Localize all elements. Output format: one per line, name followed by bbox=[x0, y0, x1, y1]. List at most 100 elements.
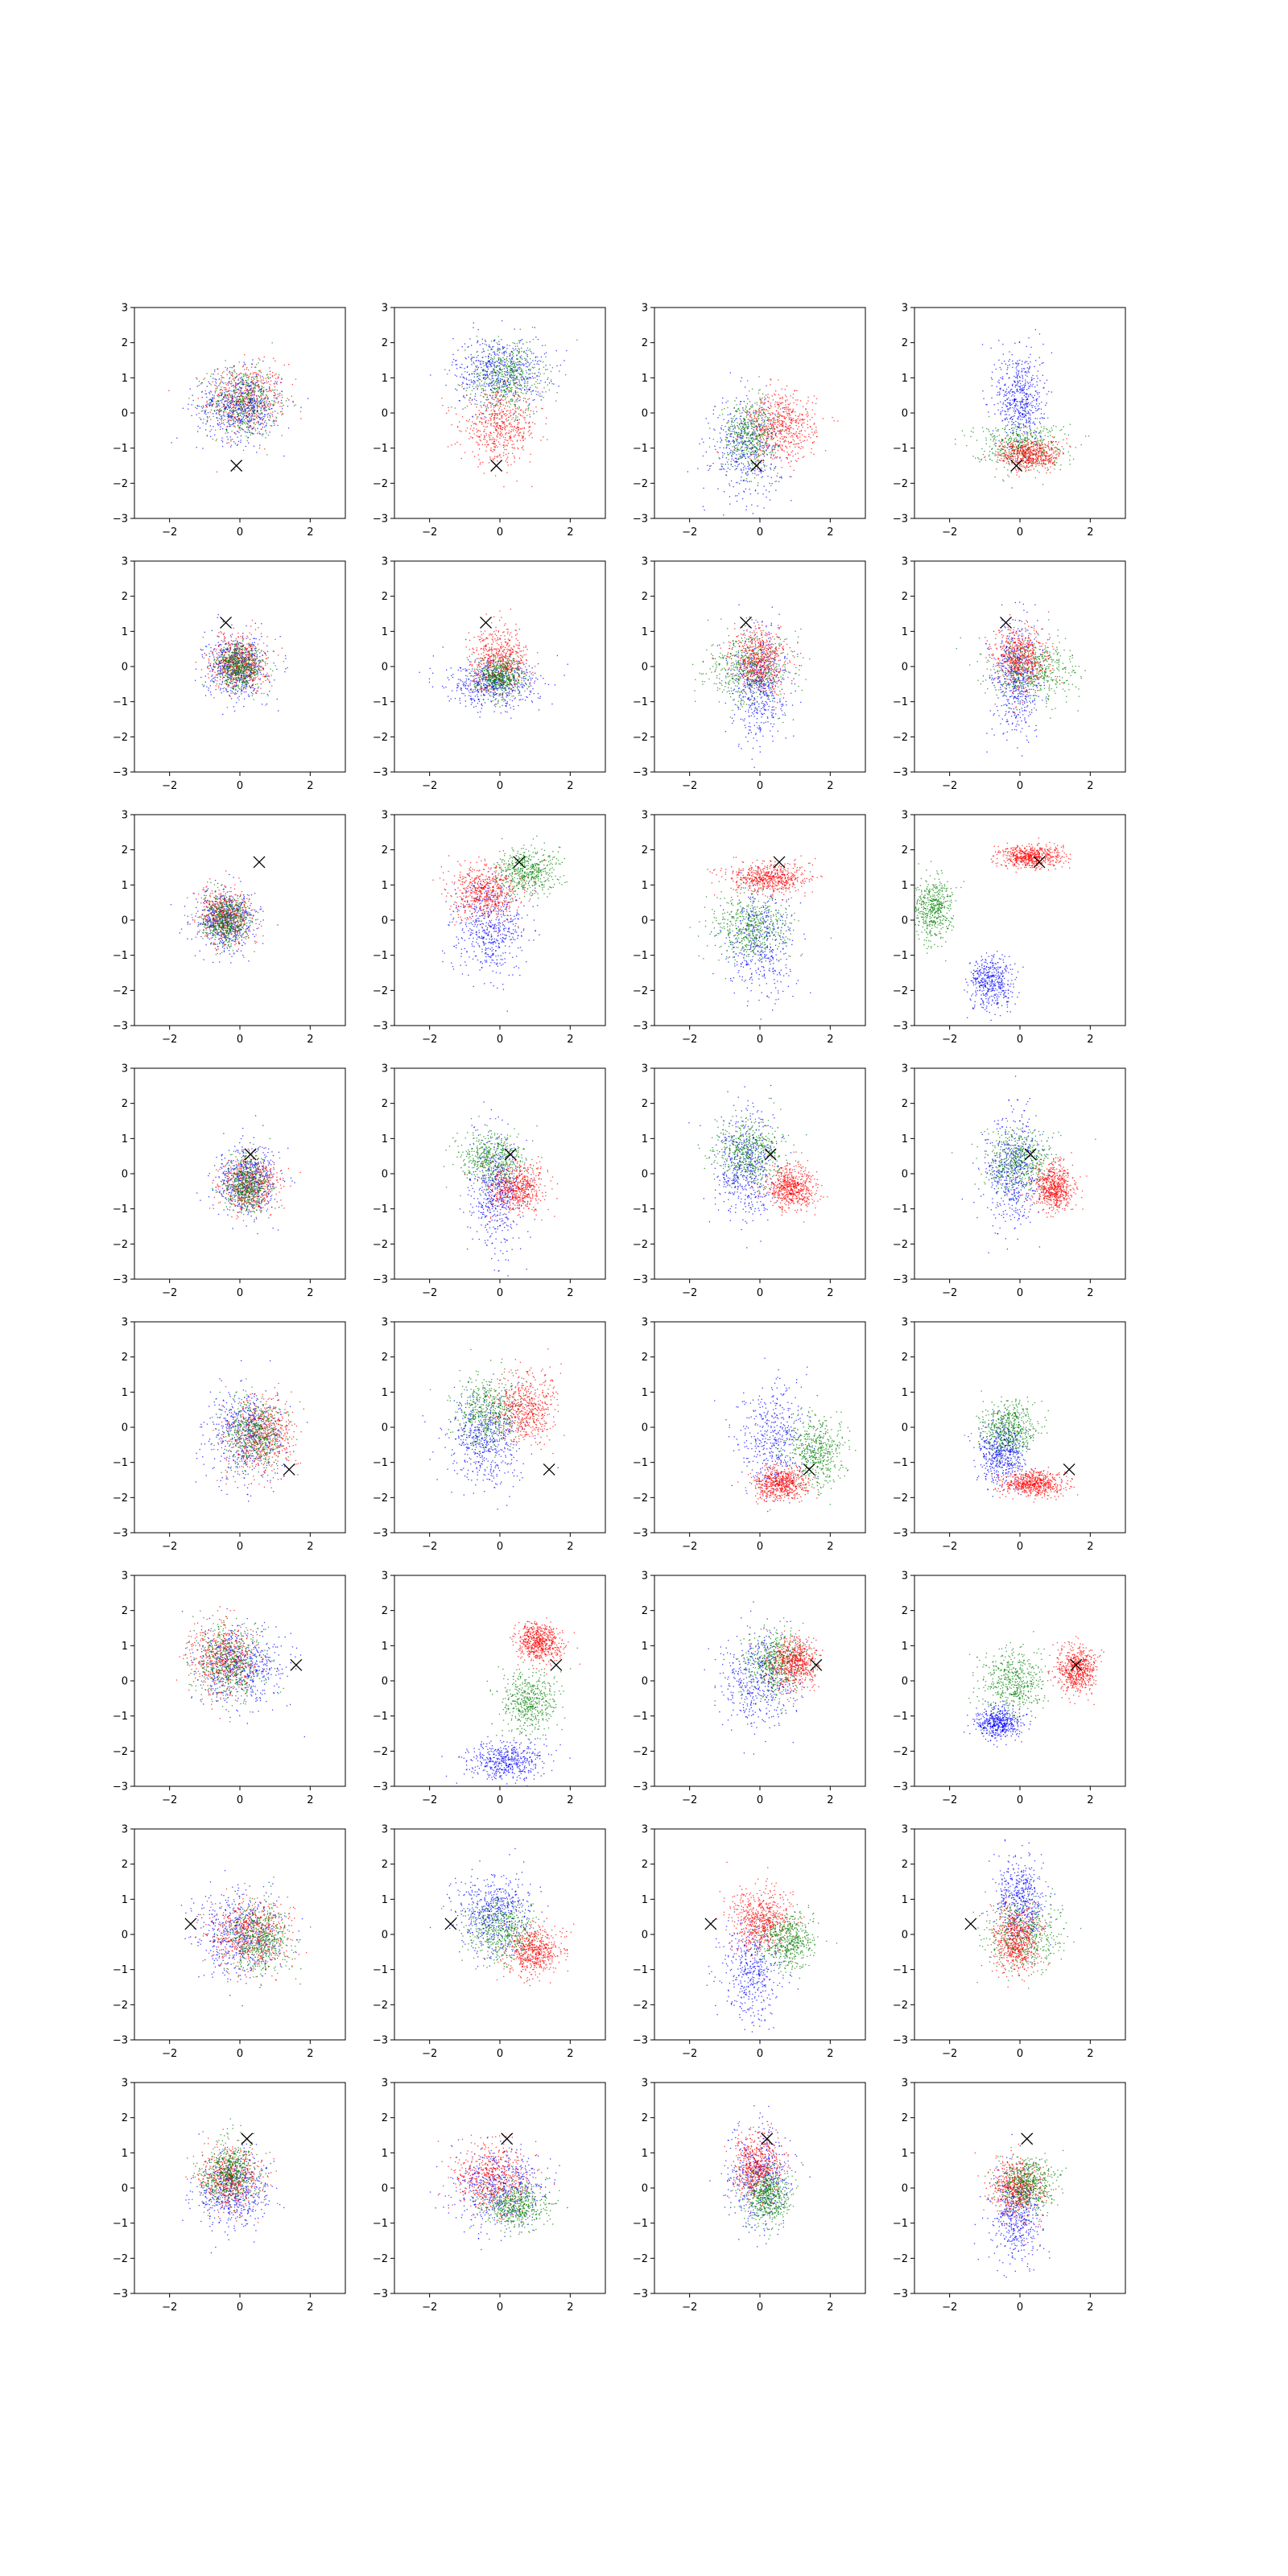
scatter-point bbox=[789, 408, 791, 410]
scatter-point bbox=[532, 339, 535, 341]
scatter-point bbox=[758, 455, 760, 456]
scatter-point bbox=[747, 445, 749, 447]
scatter-point bbox=[502, 436, 505, 438]
scatter-point bbox=[1009, 399, 1011, 401]
scatter-point bbox=[764, 452, 766, 454]
scatter-point bbox=[245, 380, 246, 382]
scatter-point bbox=[513, 379, 514, 381]
scatter-point bbox=[734, 448, 736, 449]
scatter-point bbox=[261, 409, 262, 411]
scatter-point bbox=[760, 462, 762, 464]
scatter-point bbox=[248, 425, 250, 427]
scatter-point bbox=[539, 382, 541, 384]
scatter-point bbox=[763, 432, 765, 434]
scatter-point bbox=[494, 439, 496, 440]
scatter-point bbox=[747, 460, 749, 462]
scatter-point bbox=[497, 344, 499, 345]
scatter-point bbox=[481, 413, 483, 415]
scatter-point bbox=[774, 452, 776, 454]
scatter-point bbox=[774, 394, 776, 396]
scatter-point bbox=[536, 411, 538, 413]
scatter-point bbox=[228, 397, 229, 398]
scatter-point bbox=[471, 345, 473, 346]
scatter-point bbox=[738, 493, 740, 494]
scatter-point bbox=[250, 419, 251, 421]
scatter-point bbox=[754, 447, 757, 448]
scatter-point bbox=[483, 413, 485, 415]
scatter-point bbox=[492, 362, 493, 365]
scatter-point bbox=[799, 436, 801, 438]
scatter-point bbox=[251, 381, 253, 382]
scatter-point bbox=[498, 387, 500, 389]
scatter-point bbox=[501, 399, 502, 401]
scatter-point bbox=[755, 446, 757, 448]
scatter-point bbox=[1035, 398, 1037, 400]
scatter-point bbox=[758, 440, 759, 442]
scatter-point bbox=[496, 366, 497, 368]
scatter-point bbox=[501, 369, 502, 371]
scatter-point bbox=[221, 417, 223, 419]
scatter-point bbox=[753, 469, 754, 471]
scatter-point bbox=[486, 397, 489, 398]
scatter-point bbox=[210, 436, 212, 437]
scatter-points bbox=[168, 342, 309, 473]
scatter-point bbox=[254, 386, 255, 388]
scatter-point bbox=[788, 431, 790, 432]
scatter-point bbox=[738, 423, 741, 425]
scatter-point bbox=[231, 382, 233, 384]
scatter-point bbox=[502, 348, 504, 349]
scatter-point bbox=[532, 422, 534, 423]
scatter-point bbox=[478, 374, 480, 377]
scatter-point bbox=[223, 382, 225, 385]
scatter-point bbox=[1017, 383, 1018, 385]
scatter-point bbox=[518, 429, 519, 431]
scatter-point bbox=[514, 374, 516, 376]
scatter-point bbox=[833, 420, 835, 422]
scatter-point bbox=[765, 409, 766, 411]
scatter-point bbox=[225, 394, 227, 396]
scatter-point bbox=[253, 412, 254, 414]
scatter-point bbox=[498, 383, 500, 385]
scatter-point bbox=[777, 456, 778, 458]
scatter-point bbox=[716, 441, 718, 443]
scatter-point bbox=[541, 395, 543, 397]
scatter-point bbox=[487, 361, 489, 363]
scatter-point bbox=[206, 420, 208, 422]
scatter-point bbox=[503, 441, 505, 443]
scatter-point bbox=[500, 433, 502, 435]
scatter-point bbox=[778, 394, 779, 395]
scatter-point bbox=[503, 395, 505, 397]
scatter-point bbox=[228, 398, 229, 400]
scatter-point bbox=[751, 438, 753, 440]
scatter-point bbox=[176, 437, 178, 439]
scatter-point bbox=[509, 432, 510, 434]
scatter-point bbox=[247, 407, 249, 409]
scatter-point bbox=[487, 383, 489, 385]
scatter-point bbox=[742, 454, 744, 456]
scatter-point bbox=[279, 394, 281, 396]
scatter-point bbox=[797, 436, 799, 438]
scatter-point bbox=[460, 457, 462, 460]
scatter-point bbox=[749, 453, 751, 455]
scatter-point bbox=[1016, 377, 1018, 378]
scatter-point bbox=[759, 405, 761, 407]
scatter-point bbox=[536, 374, 538, 377]
scatter-point bbox=[760, 471, 762, 473]
scatter-point bbox=[738, 432, 740, 434]
scatter-point bbox=[777, 419, 778, 420]
scatter-point bbox=[230, 444, 233, 446]
scatter-point bbox=[196, 407, 198, 410]
scatter-point bbox=[749, 408, 750, 410]
scatter-point bbox=[531, 366, 533, 368]
scatter-point bbox=[240, 441, 242, 444]
scatter-point bbox=[523, 433, 525, 435]
scatter-point bbox=[764, 399, 766, 401]
scatter-point bbox=[477, 466, 479, 468]
scatter-point bbox=[742, 428, 745, 430]
scatter-point bbox=[466, 383, 469, 386]
scatter-point bbox=[498, 407, 500, 409]
scatter-point bbox=[1007, 367, 1009, 369]
scatter-point bbox=[228, 405, 229, 407]
scatter-point bbox=[240, 407, 242, 409]
scatter-point bbox=[499, 411, 501, 413]
